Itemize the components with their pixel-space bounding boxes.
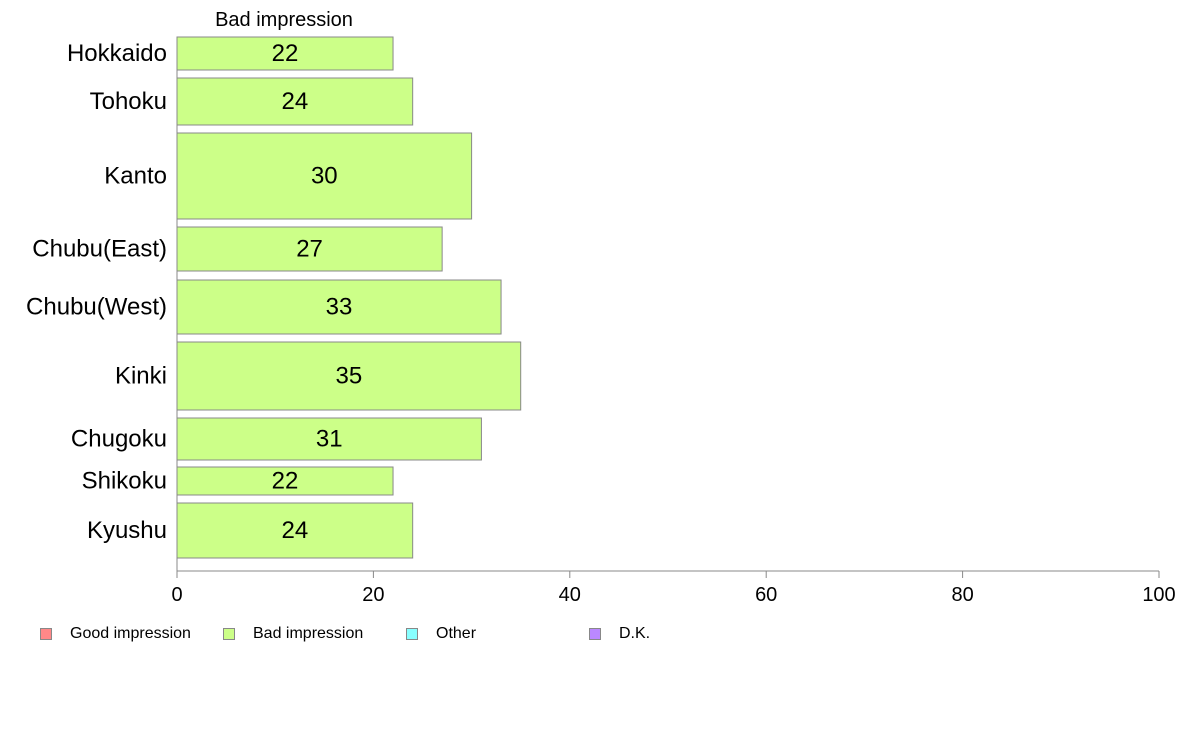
x-tick-label-100: 100 bbox=[1142, 584, 1175, 606]
bar-chubu-east bbox=[176, 226, 443, 272]
bar-kinki bbox=[176, 341, 522, 411]
bar-chugoku bbox=[176, 417, 482, 461]
bar-chubu-west bbox=[176, 279, 502, 335]
data-label-chubu-east: 27 bbox=[296, 236, 323, 263]
bar-tohoku bbox=[176, 77, 414, 126]
bar-kanto bbox=[176, 132, 473, 220]
category-label-chubu-west: Chubu(West) bbox=[26, 294, 167, 321]
category-label-shikoku: Shikoku bbox=[82, 468, 167, 495]
legend-item-other: Other bbox=[406, 624, 476, 644]
data-label-kinki: 35 bbox=[335, 363, 362, 390]
x-tick-label-0: 0 bbox=[171, 584, 182, 606]
bar-group: Hokkaido 22 Tohoku 24 Kanto 30 Chubu(East) 27 Ch… bbox=[26, 36, 522, 559]
category-label-kyushu: Kyushu bbox=[87, 517, 167, 544]
x-axis: 0 20 40 60 80 100 bbox=[171, 37, 1176, 606]
legend-swatch-other bbox=[406, 628, 418, 640]
x-tick-label-40: 40 bbox=[559, 584, 581, 606]
legend-swatch-good-impression bbox=[40, 628, 52, 640]
data-label-tohoku: 24 bbox=[281, 88, 308, 115]
bar-shikoku bbox=[176, 466, 394, 496]
legend-swatch-dk bbox=[589, 628, 601, 640]
data-label-shikoku: 22 bbox=[272, 468, 299, 495]
x-tick-label-60: 60 bbox=[755, 584, 777, 606]
data-label-hokkaido: 22 bbox=[272, 40, 299, 67]
legend: Good impression Bad impression Other D.K… bbox=[40, 624, 1140, 644]
x-tick-label-80: 80 bbox=[951, 584, 973, 606]
data-label-chugoku: 31 bbox=[316, 426, 343, 453]
category-label-chugoku: Chugoku bbox=[71, 426, 167, 453]
data-label-chubu-west: 33 bbox=[326, 294, 353, 321]
data-label-kanto: 30 bbox=[311, 163, 338, 190]
legend-item-bad-impression: Bad impression bbox=[223, 624, 363, 644]
legend-item-dk: D.K. bbox=[589, 624, 650, 644]
category-label-chubu-east: Chubu(East) bbox=[32, 236, 167, 263]
legend-label-other: Other bbox=[436, 625, 477, 642]
category-label-tohoku: Tohoku bbox=[90, 88, 167, 115]
chart-title: Bad impression bbox=[215, 9, 353, 31]
legend-label-good-impression: Good impression bbox=[70, 625, 191, 642]
category-label-kanto: Kanto bbox=[104, 163, 167, 190]
bar-hokkaido bbox=[176, 36, 394, 71]
data-label-kyushu: 24 bbox=[281, 517, 308, 544]
legend-item-good-impression: Good impression bbox=[40, 624, 191, 644]
legend-label-bad-impression: Bad impression bbox=[253, 625, 364, 642]
category-label-hokkaido: Hokkaido bbox=[67, 40, 167, 67]
category-label-kinki: Kinki bbox=[115, 363, 167, 390]
x-tick-label-20: 20 bbox=[362, 584, 384, 606]
legend-label-dk: D.K. bbox=[619, 625, 651, 642]
legend-swatch-bad-impression bbox=[223, 628, 235, 640]
